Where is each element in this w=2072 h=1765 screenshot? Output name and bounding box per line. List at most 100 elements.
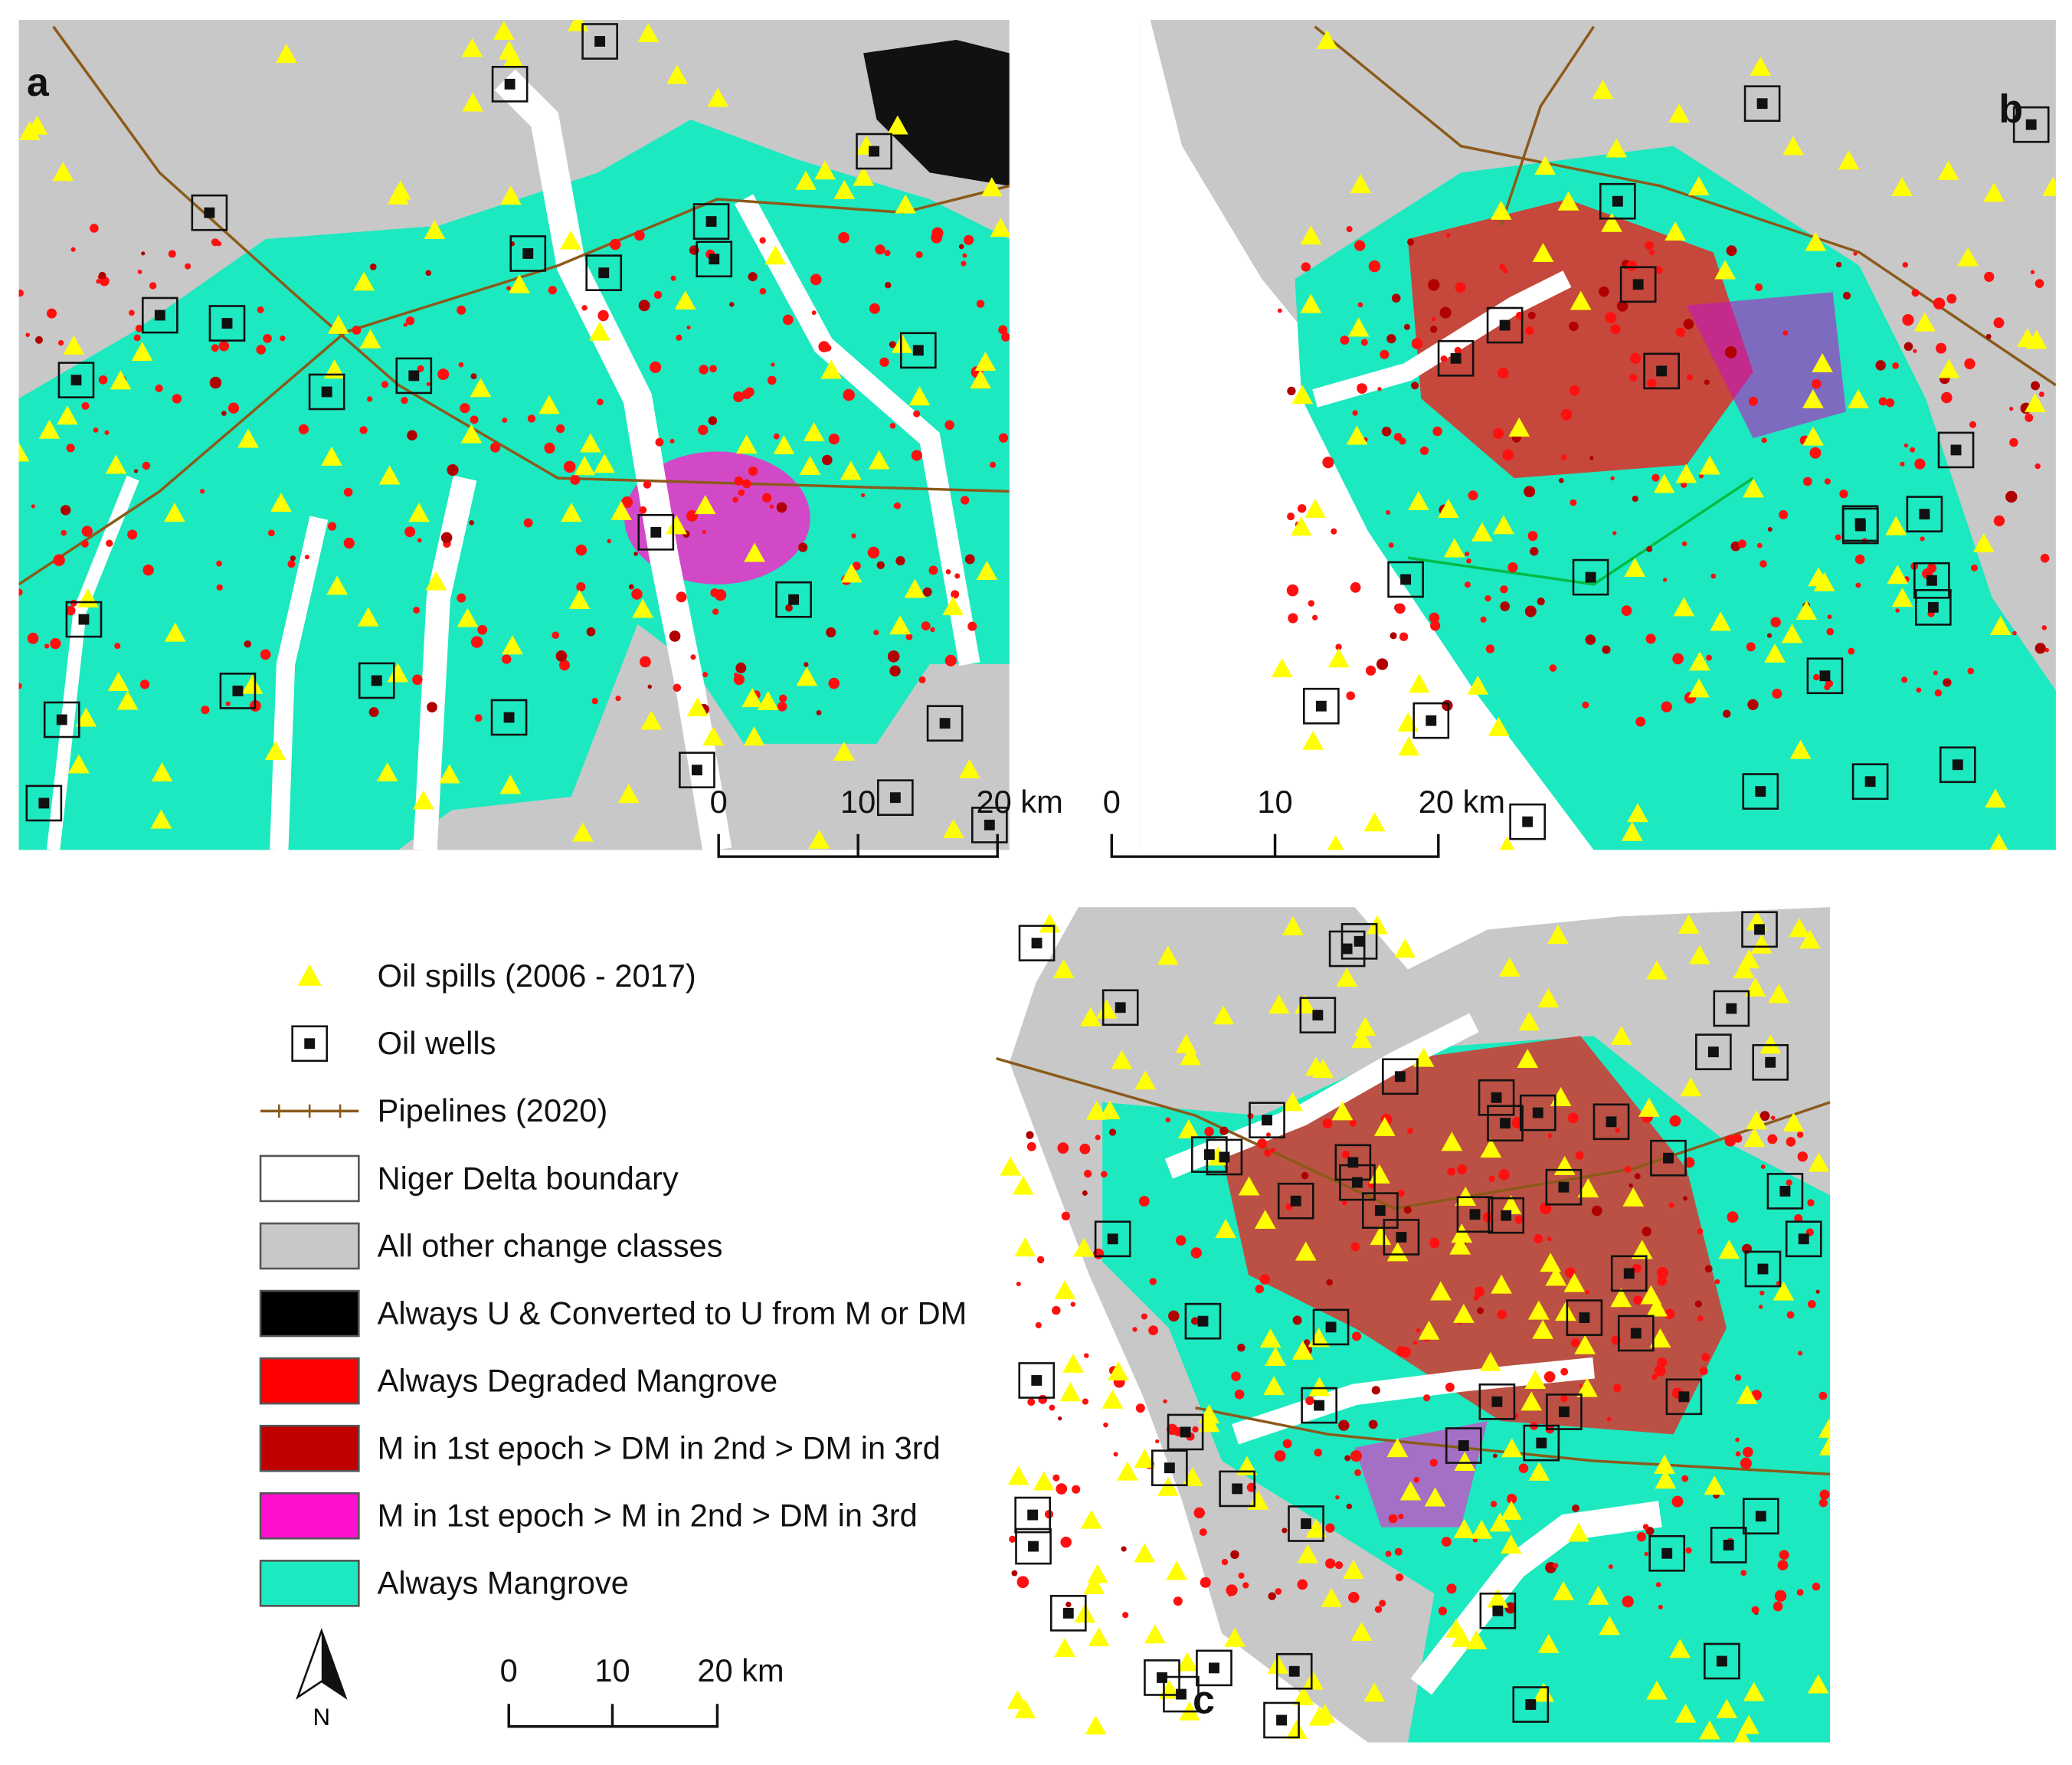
degraded-patch [1305, 1396, 1314, 1406]
oil-well-dot [1107, 1233, 1118, 1245]
degraded-patch [502, 654, 512, 664]
degraded-patch [1812, 379, 1822, 389]
degraded-patch [133, 334, 141, 342]
oil-spill [1399, 1481, 1422, 1501]
degraded-patch [1395, 1573, 1404, 1582]
degraded-patch [1920, 536, 1925, 542]
oil-spill [164, 503, 185, 522]
degraded-patch [828, 434, 840, 445]
oil-spill [1802, 389, 1824, 408]
oil-well [1906, 496, 1943, 532]
degraded-patch [1842, 291, 1851, 300]
oil-spill [438, 764, 460, 784]
degraded-patch [1671, 1495, 1684, 1508]
oil-spill [1007, 1465, 1029, 1485]
oil-well [1785, 1220, 1822, 1258]
oil-well [637, 513, 675, 551]
degraded-patch [889, 341, 896, 349]
degraded-patch [2040, 553, 2050, 563]
degraded-patch [1910, 447, 1916, 453]
oil-well [1610, 1255, 1648, 1292]
degraded-patch [558, 660, 571, 671]
degraded-patch [1786, 1137, 1796, 1147]
degraded-patch [893, 503, 899, 509]
degraded-patch [1589, 456, 1594, 460]
degraded-patch [1527, 311, 1536, 319]
degraded-patch [407, 430, 417, 440]
degraded-patch [782, 314, 794, 326]
degraded-patch [1503, 268, 1508, 273]
degraded-patch [964, 554, 975, 565]
degraded-patch [1527, 531, 1538, 542]
oil-spill [990, 218, 1010, 237]
degraded-patch [1416, 1328, 1421, 1333]
oil-spill [1789, 739, 1812, 759]
oil-well-dot [1612, 195, 1623, 207]
degraded-patch [280, 336, 286, 342]
degraded-patch [1518, 1463, 1529, 1473]
oil-well-dot [70, 375, 82, 386]
oil-spill [1808, 1152, 1830, 1172]
oil-well [1695, 1033, 1732, 1071]
degraded-patch [1885, 398, 1895, 408]
degraded-patch [548, 286, 557, 295]
degraded-patch [1615, 1128, 1620, 1133]
degraded-patch [129, 309, 135, 316]
oil-spill [1587, 1585, 1609, 1605]
degraded-patch [1163, 1399, 1167, 1403]
oil-spill [1688, 678, 1710, 698]
degraded-patch [200, 489, 205, 494]
oil-spill [131, 342, 153, 362]
oil-well [1049, 1594, 1087, 1632]
degraded-patch [149, 282, 157, 290]
degraded-patch [1412, 1341, 1418, 1345]
oil-spill [1736, 1384, 1758, 1404]
degraded-patch [1569, 385, 1580, 396]
oil-spill [970, 369, 991, 389]
degraded-patch [127, 529, 138, 540]
oil-spill [105, 454, 127, 474]
oil-spill [803, 422, 825, 442]
degraded-patch [1371, 1386, 1380, 1395]
degraded-patch [1390, 632, 1397, 640]
oil-spill [1363, 812, 1386, 832]
oil-well [1704, 1642, 1740, 1680]
oil-spill [1073, 1237, 1095, 1257]
degraded-patch [470, 415, 479, 424]
degraded-patch [742, 479, 751, 489]
degraded-patch [1735, 1437, 1740, 1442]
degraded-patch [816, 709, 822, 715]
degraded-patch [1575, 1151, 1584, 1160]
legend-label: M in 1st epoch > M in 2nd > DM in 3rd [378, 1498, 918, 1534]
degraded-patch [777, 702, 787, 712]
oil-spill [1033, 1471, 1055, 1491]
degraded-patch [93, 427, 99, 433]
degraded-patch [1684, 1157, 1695, 1168]
degraded-patch [1946, 293, 1957, 304]
oil-spill [1743, 1681, 1765, 1701]
degraded-patch [168, 250, 176, 258]
oil-well-dot [1492, 1605, 1504, 1616]
degraded-patch [1624, 1165, 1632, 1173]
degraded-patch [1234, 1389, 1245, 1400]
oil-spill [1062, 1353, 1084, 1373]
degraded-patch [1796, 1589, 1804, 1596]
oil-spill [57, 405, 78, 425]
pipeline [996, 1057, 1831, 1210]
degraded-patch [670, 275, 676, 281]
degraded-patch [352, 326, 362, 335]
oil-well [490, 699, 528, 736]
degraded-patch [61, 529, 67, 536]
degraded-patch [1352, 410, 1358, 416]
degraded-patch [748, 272, 758, 282]
degraded-patch [1175, 1235, 1187, 1246]
degraded-patch [2036, 645, 2042, 651]
degraded-patch [1138, 1196, 1150, 1207]
degraded-patch [46, 308, 57, 319]
oil-spill [1079, 1007, 1101, 1027]
oil-well-dot [1219, 1151, 1230, 1163]
oil-spill [1733, 959, 1755, 979]
degraded-patch [767, 375, 777, 385]
scale-label: 10 [840, 784, 876, 820]
oil-spill [1453, 1518, 1475, 1538]
